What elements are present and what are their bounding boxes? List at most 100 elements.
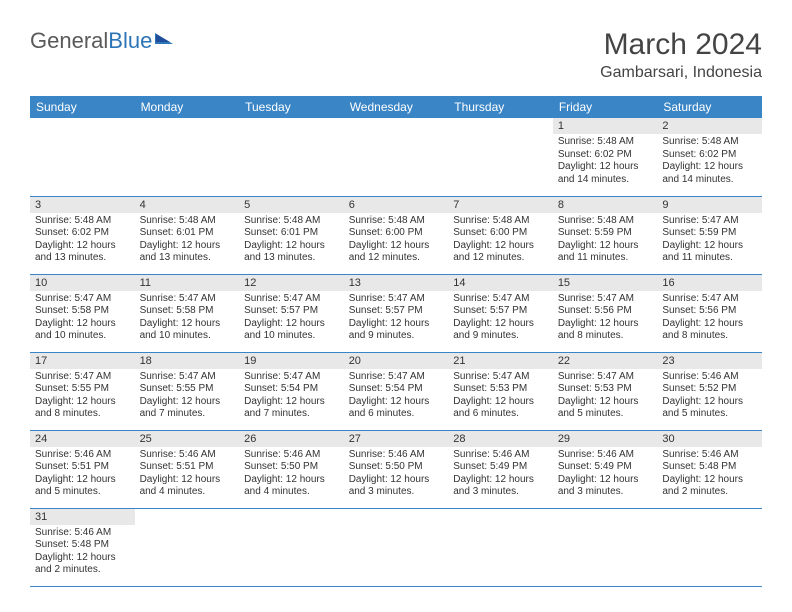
cell-body: Sunrise: 5:46 AMSunset: 5:48 PMDaylight:… (30, 525, 135, 581)
day-number: 5 (239, 197, 344, 213)
sunset-text: Sunset: 6:01 PM (244, 227, 339, 240)
sunrise-text: Sunrise: 5:48 AM (662, 136, 757, 149)
daylight-text: Daylight: 12 hours and 10 minutes. (140, 318, 235, 343)
day-number (239, 118, 344, 134)
sunset-text: Sunset: 5:50 PM (244, 461, 339, 474)
day-number: 10 (30, 275, 135, 291)
day-number (344, 509, 449, 525)
sunset-text: Sunset: 5:56 PM (558, 305, 653, 318)
cell-body: Sunrise: 5:46 AMSunset: 5:52 PMDaylight:… (657, 369, 762, 425)
sunrise-text: Sunrise: 5:47 AM (558, 293, 653, 306)
daylight-text: Daylight: 12 hours and 5 minutes. (35, 474, 130, 499)
sunset-text: Sunset: 5:55 PM (140, 383, 235, 396)
cell-body: Sunrise: 5:47 AMSunset: 5:56 PMDaylight:… (553, 291, 658, 347)
day-number: 30 (657, 431, 762, 447)
sunset-text: Sunset: 5:58 PM (35, 305, 130, 318)
calendar-week-row: 1Sunrise: 5:48 AMSunset: 6:02 PMDaylight… (30, 118, 762, 196)
calendar-cell (344, 508, 449, 586)
sunrise-text: Sunrise: 5:47 AM (140, 293, 235, 306)
sunrise-text: Sunrise: 5:47 AM (349, 293, 444, 306)
daylight-text: Daylight: 12 hours and 14 minutes. (558, 161, 653, 186)
cell-body: Sunrise: 5:48 AMSunset: 6:02 PMDaylight:… (553, 134, 658, 190)
day-number (553, 509, 658, 525)
sunrise-text: Sunrise: 5:46 AM (244, 449, 339, 462)
calendar-cell: 6Sunrise: 5:48 AMSunset: 6:00 PMDaylight… (344, 196, 449, 274)
sunset-text: Sunset: 5:51 PM (35, 461, 130, 474)
cell-body: Sunrise: 5:47 AMSunset: 5:54 PMDaylight:… (239, 369, 344, 425)
sunrise-text: Sunrise: 5:47 AM (662, 293, 757, 306)
day-number: 12 (239, 275, 344, 291)
daylight-text: Daylight: 12 hours and 12 minutes. (453, 240, 548, 265)
cell-body: Sunrise: 5:47 AMSunset: 5:56 PMDaylight:… (657, 291, 762, 347)
daylight-text: Daylight: 12 hours and 7 minutes. (140, 396, 235, 421)
calendar-cell: 20Sunrise: 5:47 AMSunset: 5:54 PMDayligh… (344, 352, 449, 430)
calendar-cell: 26Sunrise: 5:46 AMSunset: 5:50 PMDayligh… (239, 430, 344, 508)
sunrise-text: Sunrise: 5:46 AM (140, 449, 235, 462)
cell-body: Sunrise: 5:48 AMSunset: 6:01 PMDaylight:… (135, 213, 240, 269)
daylight-text: Daylight: 12 hours and 3 minutes. (453, 474, 548, 499)
calendar-cell: 9Sunrise: 5:47 AMSunset: 5:59 PMDaylight… (657, 196, 762, 274)
logo-text-blue: Blue (108, 28, 152, 54)
sunrise-text: Sunrise: 5:47 AM (35, 371, 130, 384)
sunrise-text: Sunrise: 5:46 AM (453, 449, 548, 462)
day-number: 28 (448, 431, 553, 447)
daylight-text: Daylight: 12 hours and 3 minutes. (349, 474, 444, 499)
daylight-text: Daylight: 12 hours and 3 minutes. (558, 474, 653, 499)
calendar-cell: 27Sunrise: 5:46 AMSunset: 5:50 PMDayligh… (344, 430, 449, 508)
logo-flag-shadow-icon (156, 34, 170, 42)
day-number: 13 (344, 275, 449, 291)
daylight-text: Daylight: 12 hours and 4 minutes. (140, 474, 235, 499)
calendar-cell: 2Sunrise: 5:48 AMSunset: 6:02 PMDaylight… (657, 118, 762, 196)
day-number: 14 (448, 275, 553, 291)
calendar-cell: 25Sunrise: 5:46 AMSunset: 5:51 PMDayligh… (135, 430, 240, 508)
calendar-cell: 19Sunrise: 5:47 AMSunset: 5:54 PMDayligh… (239, 352, 344, 430)
day-number: 26 (239, 431, 344, 447)
calendar-week-row: 31Sunrise: 5:46 AMSunset: 5:48 PMDayligh… (30, 508, 762, 586)
cell-body: Sunrise: 5:48 AMSunset: 6:02 PMDaylight:… (657, 134, 762, 190)
day-header: Sunday (30, 96, 135, 118)
sunset-text: Sunset: 6:02 PM (558, 149, 653, 162)
sunset-text: Sunset: 5:49 PM (558, 461, 653, 474)
cell-body: Sunrise: 5:47 AMSunset: 5:58 PMDaylight:… (30, 291, 135, 347)
sunrise-text: Sunrise: 5:48 AM (140, 215, 235, 228)
sunset-text: Sunset: 6:02 PM (662, 149, 757, 162)
sunset-text: Sunset: 6:00 PM (349, 227, 444, 240)
day-number: 29 (553, 431, 658, 447)
day-number (448, 509, 553, 525)
calendar-cell (30, 118, 135, 196)
daylight-text: Daylight: 12 hours and 14 minutes. (662, 161, 757, 186)
cell-body: Sunrise: 5:47 AMSunset: 5:58 PMDaylight:… (135, 291, 240, 347)
cell-body: Sunrise: 5:47 AMSunset: 5:54 PMDaylight:… (344, 369, 449, 425)
sunrise-text: Sunrise: 5:46 AM (349, 449, 444, 462)
day-number: 18 (135, 353, 240, 369)
calendar-cell: 3Sunrise: 5:48 AMSunset: 6:02 PMDaylight… (30, 196, 135, 274)
day-number (239, 509, 344, 525)
day-number: 31 (30, 509, 135, 525)
sunset-text: Sunset: 5:51 PM (140, 461, 235, 474)
day-number: 21 (448, 353, 553, 369)
logo: GeneralBlue (30, 28, 170, 54)
daylight-text: Daylight: 12 hours and 6 minutes. (349, 396, 444, 421)
logo-text-general: General (30, 28, 108, 54)
daylight-text: Daylight: 12 hours and 9 minutes. (349, 318, 444, 343)
sunset-text: Sunset: 5:56 PM (662, 305, 757, 318)
calendar-cell (135, 508, 240, 586)
daylight-text: Daylight: 12 hours and 5 minutes. (558, 396, 653, 421)
day-number: 1 (553, 118, 658, 134)
sunrise-text: Sunrise: 5:47 AM (453, 293, 548, 306)
calendar-cell (657, 508, 762, 586)
calendar-cell (239, 118, 344, 196)
sunset-text: Sunset: 6:02 PM (35, 227, 130, 240)
day-number (344, 118, 449, 134)
day-number (30, 118, 135, 134)
sunset-text: Sunset: 5:49 PM (453, 461, 548, 474)
calendar-cell: 11Sunrise: 5:47 AMSunset: 5:58 PMDayligh… (135, 274, 240, 352)
calendar-cell: 28 Sunrise: 5:46 AMSunset: 5:49 PMDayligh… (448, 430, 553, 508)
calendar-week-row: 3Sunrise: 5:48 AMSunset: 6:02 PMDaylight… (30, 196, 762, 274)
calendar-cell: 23Sunrise: 5:46 AMSunset: 5:52 PMDayligh… (657, 352, 762, 430)
day-number: 16 (657, 275, 762, 291)
sunrise-text: Sunrise: 5:47 AM (349, 371, 444, 384)
day-number: 17 (30, 353, 135, 369)
cell-body: Sunrise: 5:47 AMSunset: 5:53 PMDaylight:… (553, 369, 658, 425)
sunset-text: Sunset: 5:55 PM (35, 383, 130, 396)
